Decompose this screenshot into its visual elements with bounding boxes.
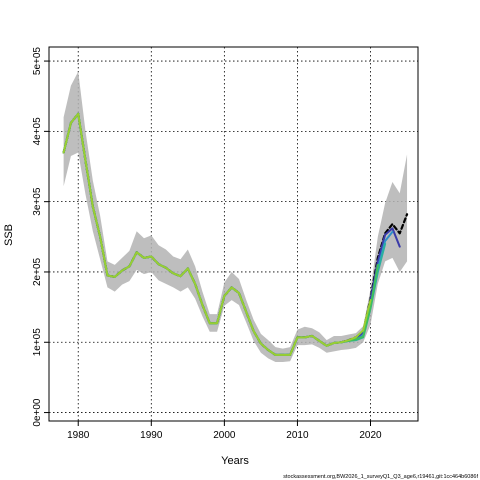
axis-ticks: 1980 1990 2000 2010 2020 0e+00 1e+05 2e+05 3e+05…	[32, 47, 382, 441]
series-line-4	[62, 112, 387, 356]
series-line-6	[62, 112, 372, 356]
y-tick-label: 2e+05	[32, 257, 43, 286]
series-line-2	[62, 112, 401, 356]
x-tick-label: 2020	[359, 430, 382, 441]
plot-frame	[48, 46, 419, 422]
y-tick-label: 1e+05	[32, 328, 43, 357]
x-tick-label: 2000	[213, 430, 236, 441]
x-tick-label: 1980	[67, 430, 90, 441]
series-lines	[62, 112, 409, 357]
x-tick-label: 2010	[286, 430, 309, 441]
y-tick-label: 3e+05	[32, 187, 43, 216]
y-tick-label: 4e+05	[32, 117, 43, 146]
plot-border	[48, 46, 419, 422]
grid-lines	[49, 47, 418, 421]
y-tick-label: 0e+00	[32, 398, 43, 427]
series-line-1	[62, 112, 409, 357]
x-axis-title: Years	[221, 455, 249, 467]
y-tick-label: 5e+05	[32, 47, 43, 76]
series-line-5	[62, 112, 379, 356]
series-line-3	[62, 112, 394, 356]
confidence-band-area	[63, 71, 408, 362]
x-tick-label: 1990	[140, 430, 163, 441]
confidence-band	[63, 71, 408, 362]
y-axis-title: SSB	[3, 224, 15, 246]
source-caption: stockassessment.org,BW2026_1_surveyQ1_Q3…	[283, 474, 478, 480]
